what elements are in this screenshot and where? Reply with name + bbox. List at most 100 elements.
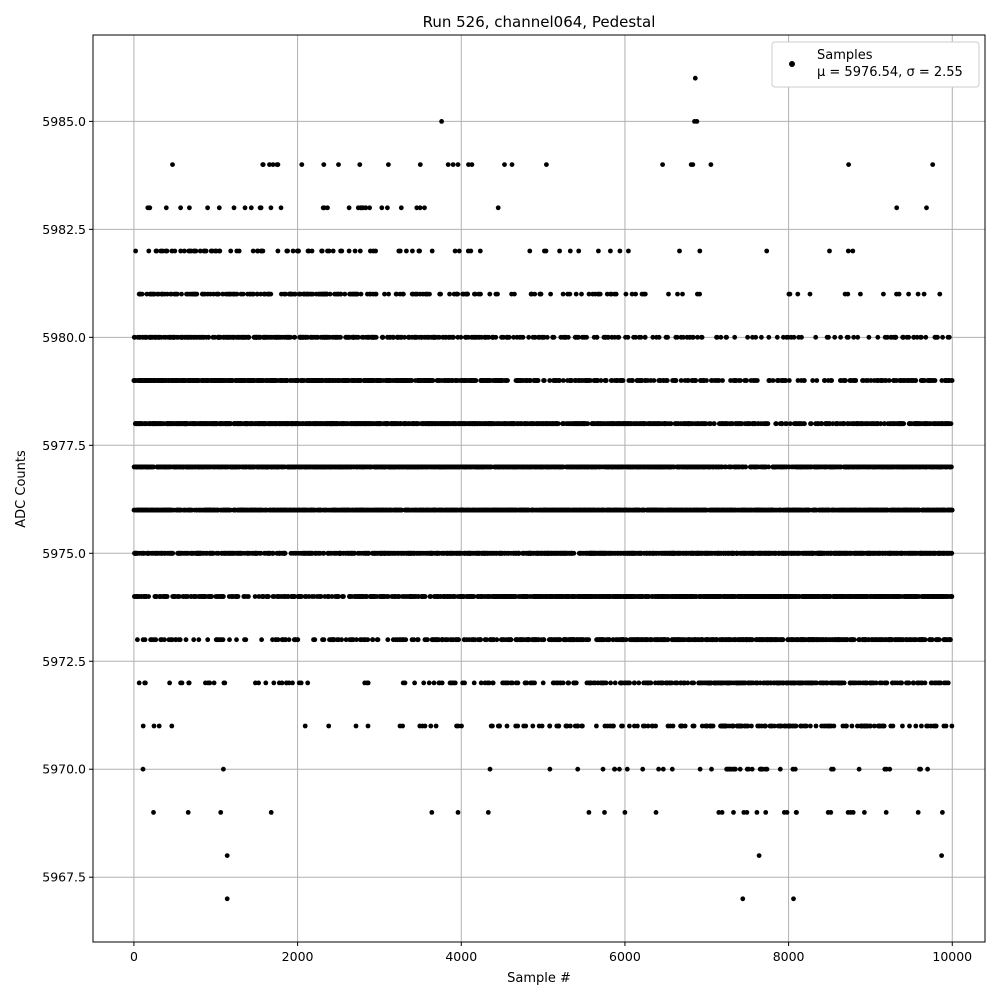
data-point — [352, 248, 358, 254]
data-point — [167, 680, 173, 686]
data-point — [305, 680, 311, 686]
data-point — [292, 291, 298, 297]
data-point — [302, 723, 308, 729]
data-point — [430, 378, 436, 383]
data-point — [235, 594, 241, 599]
data-point — [404, 248, 409, 254]
data-point — [216, 291, 222, 297]
data-point — [487, 291, 493, 297]
data-point — [535, 378, 541, 383]
data-point — [203, 248, 209, 254]
data-point — [267, 162, 272, 168]
data-point — [520, 334, 526, 340]
data-point — [458, 334, 464, 340]
data-point — [283, 637, 288, 643]
data-point — [260, 248, 266, 254]
data-point — [164, 248, 170, 254]
data-point — [341, 594, 346, 599]
data-point — [177, 637, 183, 643]
data-point — [217, 248, 223, 254]
data-point — [142, 637, 148, 643]
data-point — [252, 594, 258, 599]
data-point — [268, 205, 274, 211]
data-point — [221, 766, 226, 772]
data-point — [240, 291, 246, 297]
data-point — [193, 248, 199, 254]
data-point — [176, 594, 182, 599]
data-point — [271, 680, 277, 686]
data-point — [471, 680, 477, 686]
data-point — [462, 680, 467, 686]
data-point — [422, 723, 428, 729]
data-point — [502, 162, 507, 168]
data-point — [292, 594, 297, 599]
data-point — [135, 637, 140, 643]
data-point — [487, 766, 493, 772]
data-point — [298, 680, 304, 686]
data-point — [451, 334, 456, 340]
data-point — [318, 594, 324, 599]
data-point — [417, 248, 422, 254]
data-point — [468, 248, 474, 254]
data-point — [279, 680, 285, 686]
data-point — [178, 205, 184, 211]
data-point — [170, 162, 175, 168]
data-point — [246, 594, 251, 599]
data-point — [285, 248, 290, 254]
data-point — [473, 378, 479, 383]
data-point — [523, 723, 529, 729]
data-point — [428, 723, 434, 729]
data-point — [256, 680, 261, 686]
data-point — [421, 680, 427, 686]
data-point — [151, 723, 157, 729]
data-point — [527, 248, 533, 254]
data-point — [401, 291, 406, 297]
data-point — [292, 334, 298, 340]
data-point — [228, 248, 234, 254]
data-point — [380, 334, 386, 340]
data-point — [455, 810, 461, 815]
data-point — [243, 637, 249, 643]
data-point — [346, 248, 352, 254]
data-point — [221, 594, 226, 599]
data-point — [154, 248, 160, 254]
data-point — [286, 637, 292, 643]
data-point — [209, 594, 215, 599]
data-point — [373, 248, 378, 254]
data-point — [338, 334, 343, 340]
data-point — [397, 248, 403, 254]
data-point — [403, 637, 409, 643]
data-point — [370, 637, 376, 643]
data-point — [497, 723, 502, 729]
data-point — [151, 464, 157, 470]
data-point — [299, 162, 305, 168]
data-point — [165, 291, 170, 297]
data-point — [179, 680, 185, 686]
data-point — [290, 680, 295, 686]
data-point — [325, 205, 330, 211]
data-point — [452, 248, 458, 254]
data-point — [266, 594, 271, 599]
data-point — [258, 550, 264, 556]
data-point — [286, 680, 292, 686]
data-point — [164, 594, 170, 599]
data-point — [439, 680, 445, 686]
data-point — [246, 334, 252, 340]
data-point — [248, 205, 254, 211]
data-point — [146, 594, 152, 599]
data-point — [326, 248, 332, 254]
data-point — [179, 291, 184, 297]
data-point — [452, 680, 458, 686]
scatter-points — [131, 75, 955, 902]
data-point — [385, 205, 390, 211]
data-point — [447, 291, 452, 297]
data-point — [365, 723, 371, 729]
data-point — [163, 205, 169, 211]
data-point — [410, 248, 415, 254]
data-point — [504, 723, 510, 729]
data-point — [478, 637, 484, 643]
data-point — [140, 766, 146, 772]
data-point — [234, 637, 239, 643]
data-point — [327, 291, 333, 297]
data-point — [438, 291, 443, 297]
